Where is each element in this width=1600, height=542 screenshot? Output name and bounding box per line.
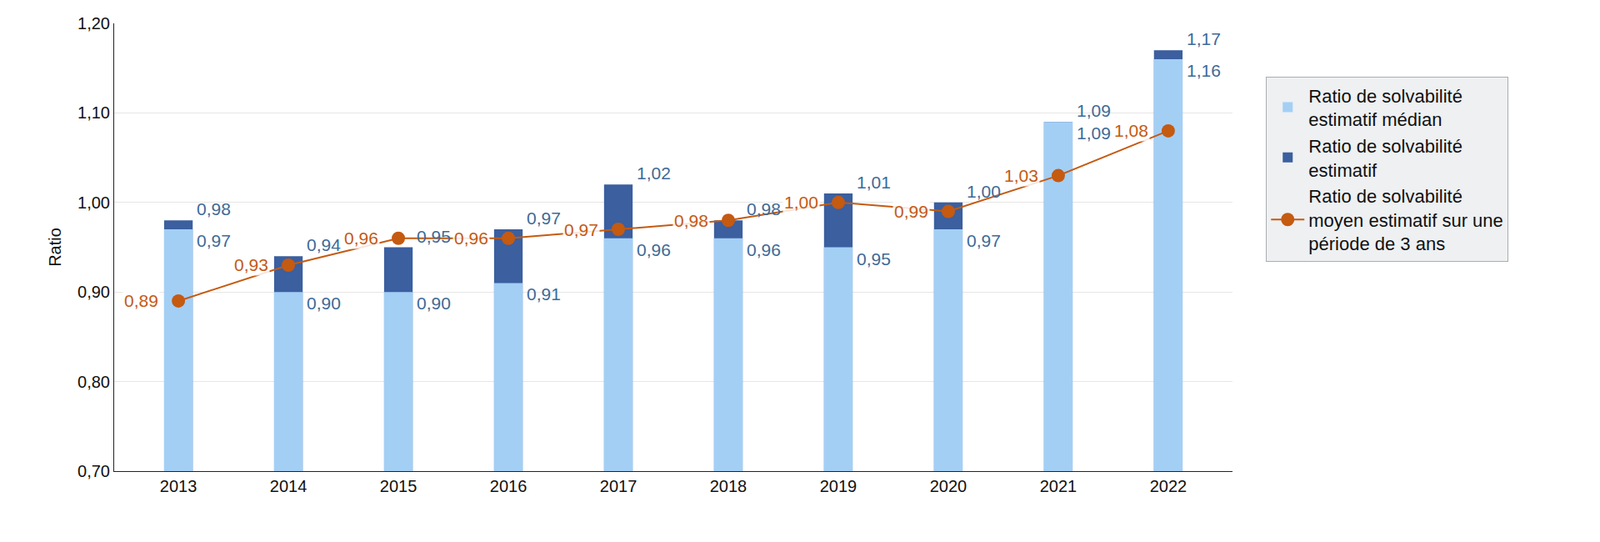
svg-text:Ratio de solvabilitémoyen esti: Ratio de solvabilitémoyen estimatif sur … (1308, 185, 1504, 255)
svg-text:0,99: 0,99 (894, 201, 929, 221)
svg-text:1,17: 1,17 (1186, 29, 1221, 49)
svg-text:0,97: 0,97 (196, 230, 231, 250)
svg-text:2015: 2015 (380, 476, 418, 495)
svg-text:0,90: 0,90 (306, 293, 341, 313)
svg-text:2014: 2014 (270, 476, 308, 495)
svg-text:1,16: 1,16 (1186, 60, 1221, 80)
svg-text:0,96: 0,96 (454, 228, 489, 248)
svg-text:0,95: 0,95 (416, 226, 451, 246)
svg-text:0,70: 0,70 (77, 461, 110, 480)
svg-text:1,09: 1,09 (1076, 123, 1111, 143)
svg-text:0,98: 0,98 (746, 199, 781, 219)
svg-text:2021: 2021 (1040, 476, 1078, 495)
svg-text:1,20: 1,20 (77, 14, 110, 33)
svg-text:0,97: 0,97 (526, 208, 561, 228)
svg-text:1,00: 1,00 (966, 181, 1001, 201)
svg-text:Ratio de solvabilitéestimatif: Ratio de solvabilitéestimatif (1308, 135, 1463, 181)
svg-text:0,89: 0,89 (124, 290, 159, 310)
svg-text:0,98: 0,98 (196, 199, 231, 219)
svg-text:0,93: 0,93 (234, 255, 269, 275)
svg-text:1,01: 1,01 (856, 172, 891, 192)
svg-text:2019: 2019 (820, 476, 858, 495)
svg-text:Ratio: Ratio (45, 227, 65, 267)
svg-text:0,94: 0,94 (306, 235, 341, 255)
svg-text:2018: 2018 (710, 476, 748, 495)
svg-text:1,09: 1,09 (1076, 100, 1111, 120)
svg-text:0,96: 0,96 (636, 240, 671, 260)
svg-text:2017: 2017 (600, 476, 638, 495)
svg-text:1,03: 1,03 (1004, 165, 1039, 185)
svg-text:2022: 2022 (1150, 476, 1188, 495)
svg-text:1,02: 1,02 (636, 163, 671, 183)
svg-text:0,90: 0,90 (77, 282, 110, 301)
svg-text:1,00: 1,00 (77, 193, 110, 212)
svg-text:Ratio de solvabilitéestimatif: Ratio de solvabilitéestimatif médian (1308, 85, 1463, 131)
svg-text:0,97: 0,97 (966, 230, 1001, 250)
svg-text:1,08: 1,08 (1114, 120, 1149, 140)
svg-text:0,80: 0,80 (77, 372, 110, 391)
svg-text:0,91: 0,91 (526, 284, 561, 304)
svg-text:2020: 2020 (930, 476, 968, 495)
svg-text:1,00: 1,00 (784, 192, 819, 212)
svg-text:0,96: 0,96 (746, 240, 781, 260)
svg-text:0,97: 0,97 (564, 220, 599, 240)
svg-text:0,95: 0,95 (856, 249, 891, 269)
svg-text:0,98: 0,98 (674, 210, 709, 230)
svg-text:0,90: 0,90 (416, 293, 451, 313)
svg-text:1,10: 1,10 (77, 103, 110, 122)
svg-text:0,96: 0,96 (344, 228, 379, 248)
svg-text:2016: 2016 (490, 476, 528, 495)
svg-text:2013: 2013 (160, 476, 198, 495)
